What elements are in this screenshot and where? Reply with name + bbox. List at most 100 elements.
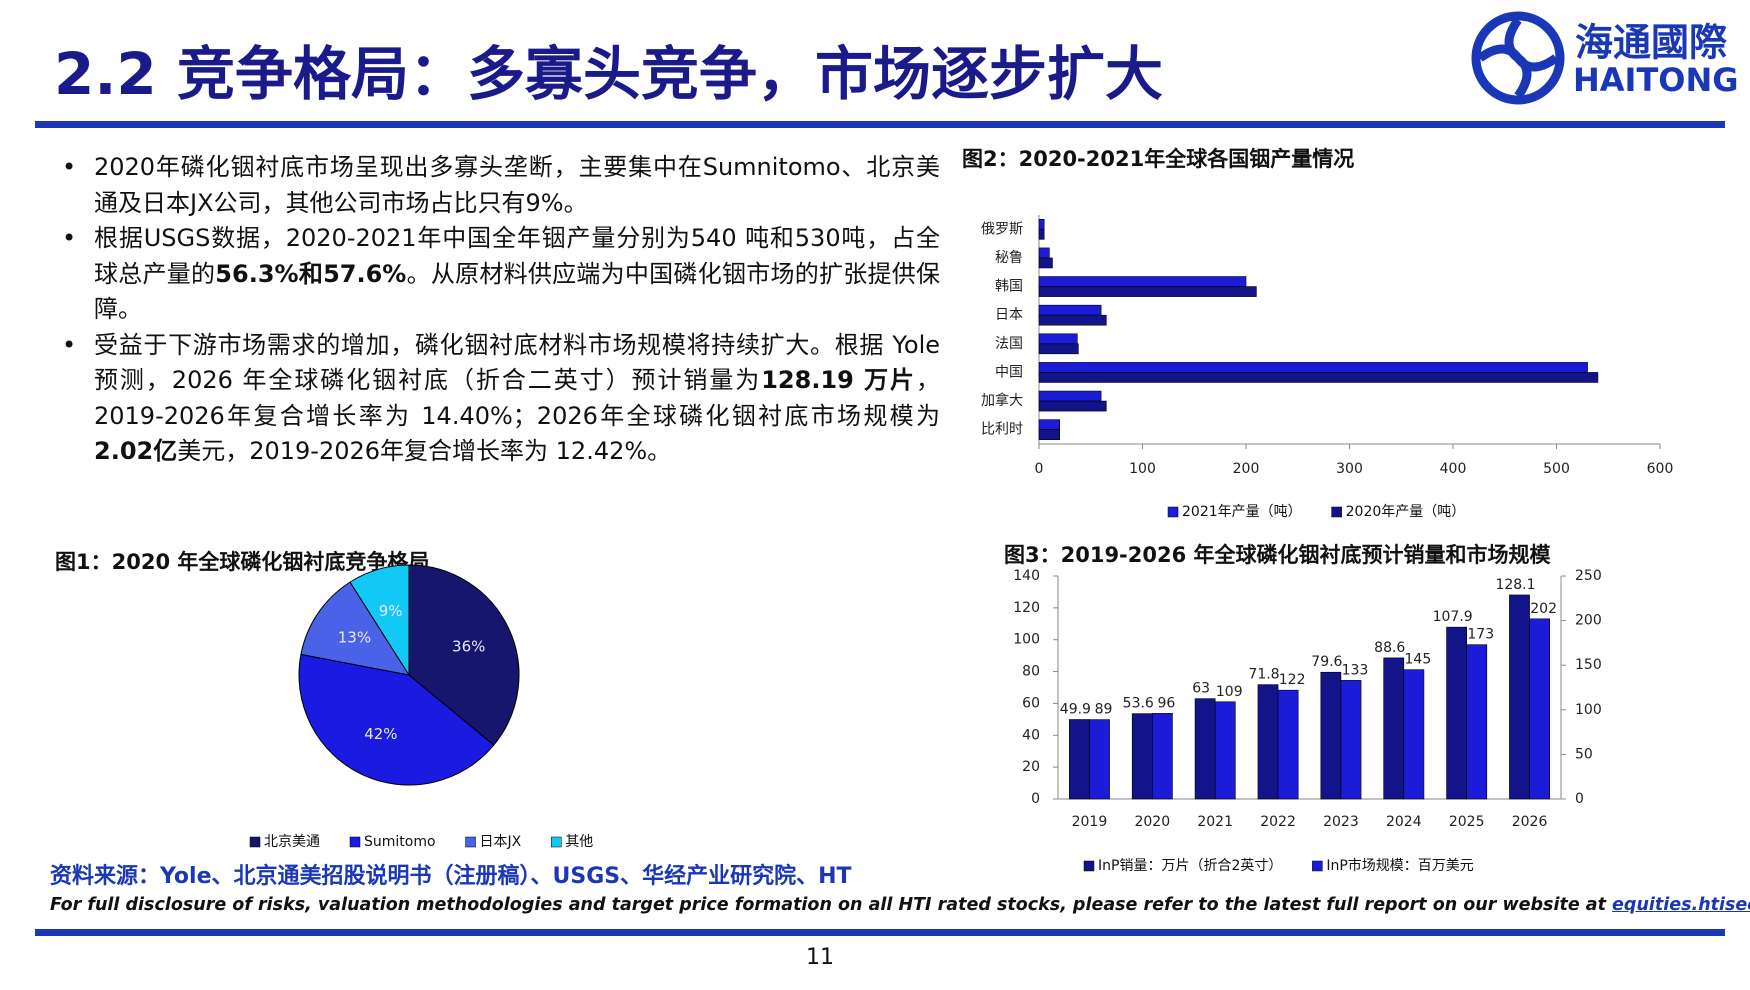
data-label: 173 xyxy=(1467,627,1494,643)
bar xyxy=(1277,689,1299,800)
y2-tick-label: 50 xyxy=(1575,746,1593,762)
disclaimer-text: For full disclosure of risks, valuation … xyxy=(50,895,1613,915)
bar xyxy=(1038,390,1102,402)
data-label: 79.6 xyxy=(1311,654,1342,670)
data-label: 122 xyxy=(1279,672,1306,688)
legend-swatch xyxy=(1331,506,1342,518)
data-label: 202 xyxy=(1530,601,1557,617)
data-label: 49.9 xyxy=(1060,702,1091,718)
x-tick-label: 2021 xyxy=(1197,814,1233,830)
legend-swatch xyxy=(1312,860,1323,872)
bullet-text: 128.19 万片 xyxy=(761,366,916,394)
x-tick-label: 400 xyxy=(1440,461,1467,477)
legend-label: 日本JX xyxy=(480,834,522,850)
y2-tick-label: 0 xyxy=(1575,791,1584,807)
bar xyxy=(1038,286,1257,297)
bar xyxy=(1214,701,1236,800)
legend-swatch xyxy=(465,836,476,848)
x-tick-label: 0 xyxy=(1035,461,1044,477)
legend-label: InP市场规模：百万美元 xyxy=(1326,857,1473,874)
bullet-list: 2020年磷化铟衬底市场呈现出多寡头垄断，主要集中在Sumnitomo、北京美通… xyxy=(60,150,940,470)
bar xyxy=(1038,343,1079,355)
bar xyxy=(1509,594,1530,800)
y2-tick-label: 150 xyxy=(1575,657,1602,673)
bar xyxy=(1383,657,1405,800)
bar xyxy=(1038,314,1107,326)
x-tick-label: 2023 xyxy=(1323,814,1359,830)
bar xyxy=(1089,719,1110,800)
data-label: 89 xyxy=(1095,702,1113,718)
y-tick-label: 60 xyxy=(1022,695,1040,711)
bar xyxy=(1038,276,1247,287)
bar xyxy=(1257,684,1279,800)
x-tick-label: 2026 xyxy=(1512,814,1548,830)
slice-label: 36% xyxy=(452,637,485,655)
y-tick-label: 俄罗斯 xyxy=(981,221,1023,237)
data-label: 133 xyxy=(1342,662,1369,678)
pie-slice xyxy=(349,564,410,677)
x-tick-label: 2024 xyxy=(1386,814,1422,830)
x-tick-label: 200 xyxy=(1233,461,1260,477)
y-tick-label: 40 xyxy=(1022,727,1040,743)
y-tick-label: 中国 xyxy=(995,364,1023,380)
x-tick-label: 2020 xyxy=(1134,814,1170,830)
data-label: 145 xyxy=(1405,652,1432,668)
slide-title: 2.2 竞争格局：多寡头竞争，市场逐步扩大 xyxy=(54,40,1163,108)
bar xyxy=(1038,400,1107,412)
data-label: 71.8 xyxy=(1248,667,1279,683)
logo-en: HAITONG xyxy=(1573,61,1739,99)
pie-slice xyxy=(300,581,411,676)
x-tick-label: 2019 xyxy=(1072,814,1108,830)
legend-swatch xyxy=(349,836,361,848)
legend-label: 其他 xyxy=(565,834,593,850)
pie-slice xyxy=(408,564,520,746)
y2-tick-label: 100 xyxy=(1575,702,1602,718)
bar xyxy=(1340,680,1362,800)
bar xyxy=(1038,247,1050,259)
bar xyxy=(1320,671,1342,800)
legend-swatch xyxy=(249,836,261,848)
bullet-text: 。从原材料供应端为中国磷化铟市场的扩张提供保障。 xyxy=(94,259,941,324)
bullet-text: 2020年磷化铟衬底市场呈现出多寡头垄断，主要集中在Sumnitomo、北京美通… xyxy=(94,153,940,217)
legend-label: Sumitomo xyxy=(364,834,436,850)
y-tick-label: 法国 xyxy=(995,336,1023,352)
bar xyxy=(1152,713,1173,800)
legend-swatch xyxy=(551,836,562,848)
data-label: 107.9 xyxy=(1433,609,1473,625)
x-tick-label: 300 xyxy=(1336,461,1363,477)
bar xyxy=(1446,626,1467,800)
legend-label: 北京美通 xyxy=(264,834,320,850)
bar xyxy=(1131,713,1153,800)
chart-title: 图2：2020-2021年全球各国铟产量情况 xyxy=(962,147,1354,171)
bar xyxy=(1529,618,1550,800)
pie-slice xyxy=(298,653,495,786)
data-label: 63 xyxy=(1192,681,1210,697)
bottom-rule xyxy=(35,929,1725,936)
y-tick-label: 比利时 xyxy=(981,422,1023,438)
bar xyxy=(1038,419,1061,430)
bar xyxy=(1038,257,1053,269)
bar xyxy=(1403,669,1425,800)
data-label: 96 xyxy=(1157,695,1175,711)
link[interactable]: equities.htisec.com xyxy=(1612,895,1750,915)
data-label: 128.1 xyxy=(1495,577,1535,593)
chart-title: 图1：2020 年全球磷化铟衬底竞争格局 xyxy=(55,550,429,574)
bullet-text: ，2019-2026年复合增长率为 14.40%；2026年全球磷化铟衬底市场规… xyxy=(94,366,940,430)
data-label: 88.6 xyxy=(1374,640,1405,656)
y-tick-label: 秘鲁 xyxy=(995,250,1023,266)
bar xyxy=(1038,229,1045,240)
logo-cn: 海通國際 xyxy=(1575,21,1727,65)
y-tick-label: 140 xyxy=(1013,568,1040,584)
disclaimer: For full disclosure of risks, valuation … xyxy=(50,895,1750,915)
slice-label: 9% xyxy=(379,602,403,620)
x-tick-label: 600 xyxy=(1647,461,1674,477)
y-tick-label: 100 xyxy=(1013,632,1040,648)
bullet-text: 56.3%和57.6% xyxy=(215,259,407,288)
bullet-text: 美元，2019-2026年复合增长率为 12.42%。 xyxy=(177,437,672,465)
slice-label: 13% xyxy=(338,628,371,646)
bar xyxy=(1466,644,1488,800)
y-tick-label: 80 xyxy=(1022,664,1040,680)
bar xyxy=(1038,304,1102,316)
data-label: 109 xyxy=(1216,684,1243,700)
